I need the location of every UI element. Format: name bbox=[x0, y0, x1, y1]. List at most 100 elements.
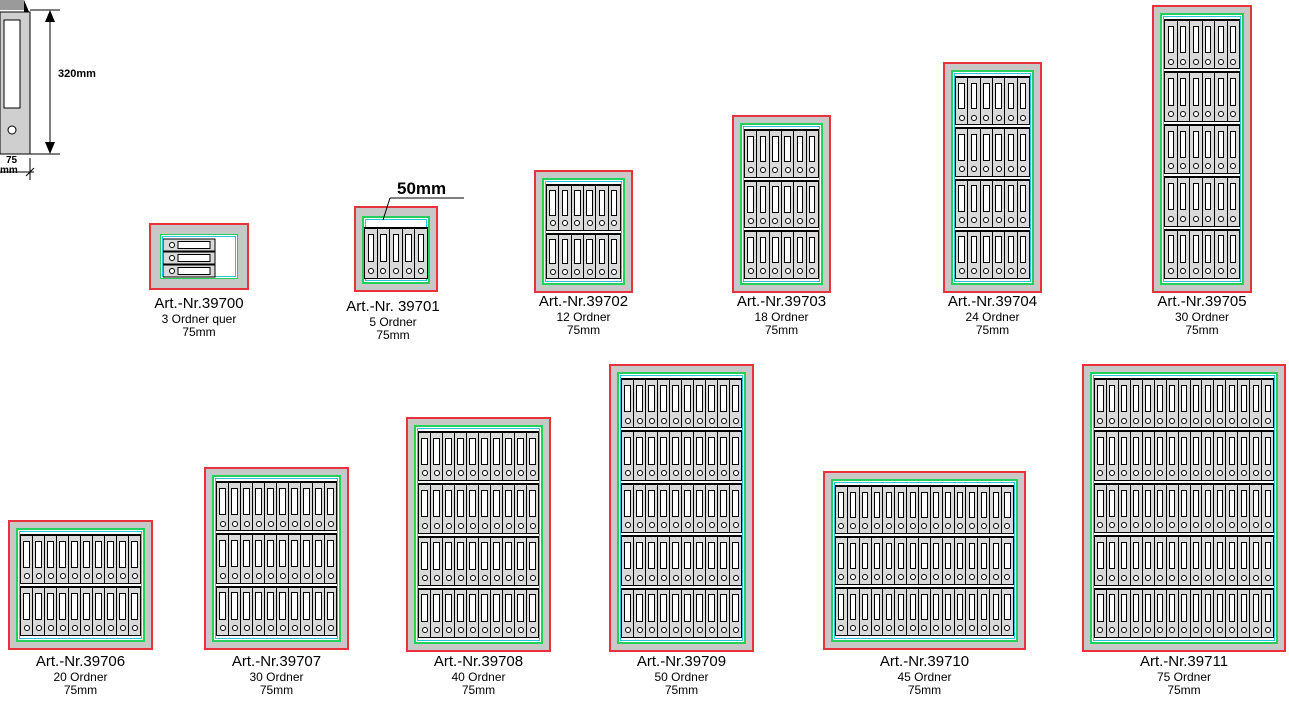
binder-icon bbox=[768, 232, 781, 278]
binder-icon bbox=[442, 589, 454, 637]
cabinet-label-39706: Art.-Nr.39706 20 Ordner 75mm bbox=[6, 653, 156, 697]
binder-icon bbox=[805, 131, 819, 177]
cabinet-label-39703: Art.-Nr.39703 18 Ordner 75mm bbox=[707, 293, 857, 337]
binder-icon bbox=[1177, 380, 1190, 428]
binder-icon bbox=[633, 537, 645, 585]
shelf bbox=[621, 535, 742, 586]
binder-icon bbox=[1189, 484, 1202, 533]
binder-icon bbox=[1189, 589, 1202, 637]
binder-icon bbox=[621, 432, 633, 480]
binder-icon bbox=[756, 232, 769, 278]
binder-icon bbox=[929, 589, 942, 635]
binder-icon bbox=[1176, 230, 1189, 278]
binder-icon bbox=[1201, 125, 1214, 174]
binder-icon bbox=[1177, 484, 1190, 533]
binder-icon bbox=[780, 232, 794, 278]
binder-icon bbox=[633, 484, 645, 533]
callout-line bbox=[382, 197, 464, 221]
shelf bbox=[744, 179, 819, 229]
binder-icon bbox=[693, 537, 705, 585]
binder-icon bbox=[418, 589, 430, 637]
binder-icon bbox=[68, 588, 80, 635]
binder-icon bbox=[1105, 484, 1118, 533]
binder-icon bbox=[490, 433, 502, 481]
width-dimension-label-top: 75 bbox=[6, 155, 18, 166]
binder-icon bbox=[717, 484, 729, 533]
binder-icon bbox=[1225, 484, 1238, 533]
binder-icon bbox=[1165, 380, 1178, 428]
shelf bbox=[744, 230, 819, 279]
binder-icon bbox=[669, 432, 681, 480]
binder-icon bbox=[1261, 484, 1275, 533]
binder-icon bbox=[514, 537, 526, 585]
shelf bbox=[418, 483, 539, 534]
binder-icon bbox=[1153, 432, 1166, 480]
cabinet-label-39701: Art.-Nr. 39701 5 Ordner 75mm bbox=[318, 298, 468, 342]
binder-icon bbox=[717, 380, 729, 428]
binder-icon bbox=[953, 589, 966, 635]
binder-icon bbox=[128, 588, 141, 635]
binder-icon bbox=[657, 432, 669, 480]
binder-icon bbox=[288, 587, 300, 635]
binder-icon bbox=[979, 78, 992, 125]
binder-icon bbox=[1004, 180, 1017, 227]
binder-icon bbox=[56, 588, 68, 635]
binder-icon bbox=[1249, 589, 1262, 637]
binder-icon bbox=[430, 537, 442, 585]
binder-icon bbox=[1129, 380, 1142, 428]
binder-icon bbox=[1249, 380, 1262, 428]
binder-icon bbox=[906, 538, 919, 584]
binder-icon bbox=[1214, 178, 1227, 226]
binder-icon bbox=[657, 484, 669, 533]
cabinet-label-39711: Art.-Nr.39711 75 Ordner 75mm bbox=[1109, 653, 1259, 697]
binder-icon bbox=[607, 234, 621, 278]
shelf bbox=[621, 430, 742, 481]
shelf bbox=[418, 587, 539, 638]
inner-line bbox=[19, 531, 142, 639]
binder-icon bbox=[1249, 432, 1262, 480]
binder-icon bbox=[621, 380, 633, 428]
binder-icon bbox=[780, 181, 794, 228]
article-number: Art.-Nr.39710 bbox=[879, 653, 970, 670]
binder-icon bbox=[1094, 537, 1106, 585]
binder-icon bbox=[514, 589, 526, 637]
binder-icon bbox=[967, 180, 980, 227]
binder-icon bbox=[68, 536, 80, 583]
shelf bbox=[418, 535, 539, 586]
binder-icon bbox=[1016, 129, 1030, 176]
binder-icon bbox=[744, 181, 757, 228]
binder-icon bbox=[264, 587, 276, 635]
binder-icon bbox=[633, 589, 645, 637]
binder-icon bbox=[967, 129, 980, 176]
binder-icon bbox=[1237, 589, 1250, 637]
shelf bbox=[1164, 123, 1240, 175]
binder-icon bbox=[478, 433, 490, 481]
shelf bbox=[1164, 176, 1240, 227]
binder-icon bbox=[621, 484, 633, 533]
binder-icon bbox=[1117, 380, 1130, 428]
article-number: Art.-Nr.39707 bbox=[231, 653, 322, 670]
binder-icon bbox=[1226, 230, 1240, 278]
binder-width: 75mm bbox=[764, 322, 799, 337]
binder-icon bbox=[793, 181, 806, 228]
binder-icon bbox=[989, 538, 1002, 584]
binder-icon bbox=[1249, 537, 1262, 585]
binder-icon bbox=[240, 483, 252, 531]
binder-width: 75mm bbox=[259, 682, 294, 697]
cabinet-39703 bbox=[732, 115, 831, 293]
binder-icon bbox=[20, 536, 32, 583]
binder-icon bbox=[991, 129, 1005, 176]
binder-icon bbox=[1201, 21, 1214, 69]
binder-icon bbox=[882, 538, 895, 584]
inner-line bbox=[954, 73, 1031, 282]
shelf bbox=[418, 431, 539, 482]
binder-icon bbox=[546, 186, 559, 230]
binder-icon bbox=[1117, 537, 1130, 585]
cabinet-label-39708: Art.-Nr.39708 40 Ordner 75mm bbox=[404, 653, 554, 697]
binder-icon bbox=[1214, 230, 1227, 278]
binder-icon bbox=[264, 483, 276, 531]
binder-icon bbox=[414, 229, 428, 278]
binder-icon bbox=[645, 537, 657, 585]
shelf bbox=[1094, 482, 1275, 534]
shelf bbox=[1164, 71, 1240, 122]
